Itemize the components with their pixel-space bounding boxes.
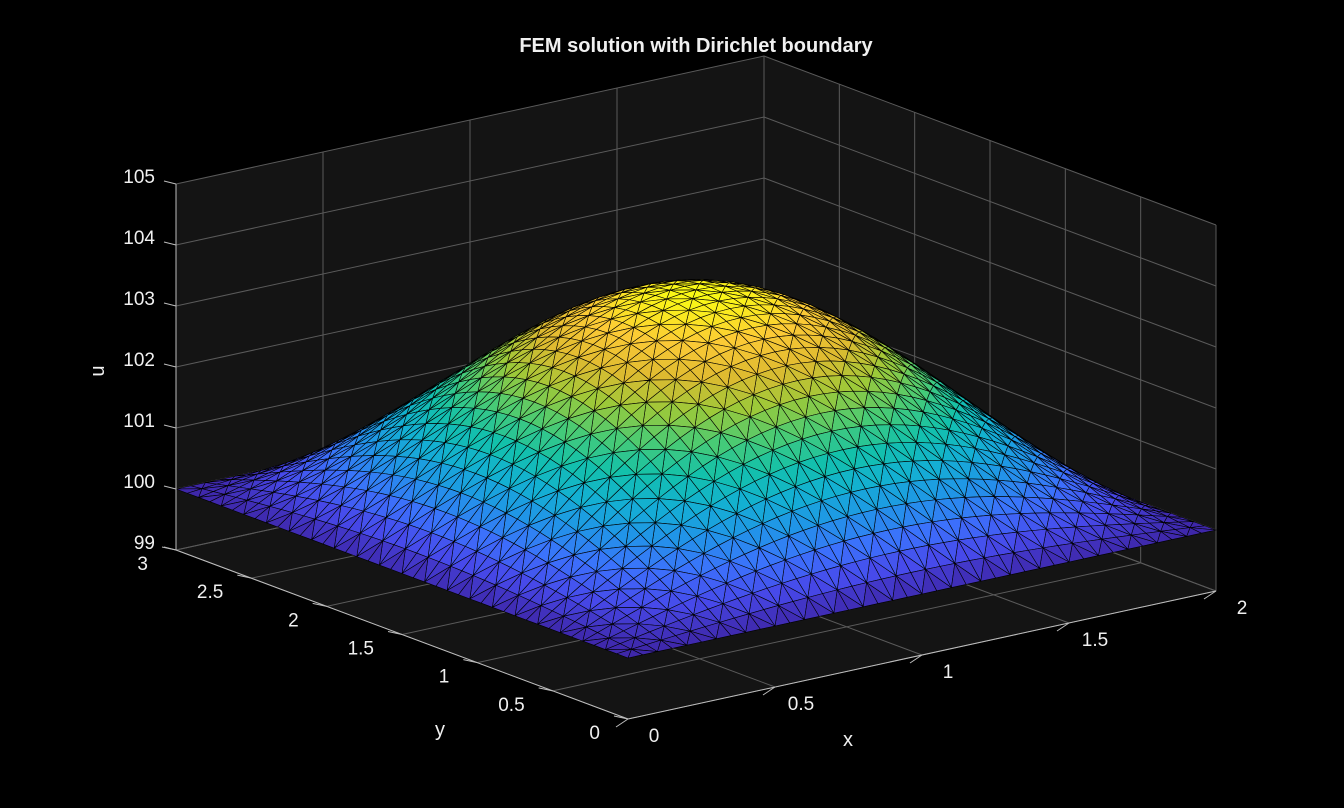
z-tick-label: 100 — [123, 472, 155, 493]
surface-mesh — [175, 279, 1217, 659]
axis-ticks: 0 0.5 1 1.5 2 0 0.5 1 1.5 2 2.5 399 100 101 102 103 104 1… — [123, 167, 1247, 747]
surface-facet — [458, 575, 474, 600]
y-tick-mark — [538, 687, 553, 692]
z-tick-label: 105 — [123, 167, 155, 188]
surface-facet — [951, 563, 967, 588]
surface-facet — [616, 648, 632, 659]
y-tick-mark — [387, 631, 403, 635]
x-tick-mark — [762, 686, 776, 696]
surface-facet — [209, 494, 225, 507]
grid-line-z — [175, 116, 765, 246]
z-tick-mark — [163, 546, 177, 551]
surface-facet — [254, 506, 271, 524]
z-tick-mark — [163, 241, 177, 246]
z-tick-mark — [163, 180, 177, 185]
z-tick-label: 99 — [134, 533, 155, 554]
y-tick-label: 2.5 — [197, 582, 223, 603]
y-tick-mark — [237, 574, 252, 579]
y-tick-label: 3 — [137, 554, 148, 575]
z-tick-mark — [163, 424, 177, 429]
y-tick-label: 1 — [439, 667, 450, 688]
surface-facet — [921, 569, 938, 595]
grid-line-z — [763, 116, 1217, 287]
grid-line-y — [552, 562, 1141, 692]
surface-facet — [804, 597, 820, 620]
y-tick-mark — [613, 715, 629, 720]
chart-title: FEM solution with Dirichlet boundary — [519, 35, 873, 57]
z-tick-mark — [163, 363, 177, 368]
z-tick-label: 104 — [123, 228, 155, 249]
grid-line-z — [763, 55, 1217, 226]
grid-line-z — [175, 177, 765, 307]
x-tick-mark — [615, 718, 629, 728]
z-tick-label: 101 — [123, 411, 155, 432]
surface-facet — [548, 615, 564, 633]
z-tick-mark — [163, 485, 177, 490]
grid-line-z — [175, 55, 765, 185]
grid-line-z — [763, 177, 1217, 348]
surface-facet — [862, 582, 879, 608]
surface-facet — [412, 557, 429, 583]
grid-line-z — [763, 238, 1217, 409]
z-tick-label: 102 — [123, 350, 155, 371]
y-tick-label: 0.5 — [498, 695, 524, 716]
z-tick-mark — [163, 302, 177, 307]
surface-facet — [503, 594, 519, 617]
x-tick-label: 2 — [1237, 598, 1248, 619]
surface-facet — [525, 605, 542, 625]
x-tick-label: 0 — [649, 726, 660, 747]
surface-facet — [345, 532, 361, 557]
x-tick-label: 1 — [943, 662, 954, 683]
z-axis-label: u — [87, 365, 109, 376]
surface-facet — [390, 548, 406, 574]
grid-line-z — [175, 238, 765, 368]
y-axis-label: y — [435, 719, 445, 741]
surface-facet — [435, 565, 451, 591]
x-tick-mark — [1056, 622, 1070, 632]
x-tick-label: 0.5 — [788, 694, 814, 715]
x-tick-label: 1.5 — [1082, 630, 1108, 651]
surface-facet — [593, 637, 610, 650]
surface-facet — [187, 488, 203, 498]
x-tick-mark — [1203, 590, 1217, 600]
surface-facet — [322, 525, 338, 549]
surface-facet — [980, 557, 996, 582]
surface-facet — [715, 622, 732, 640]
y-tick-mark — [463, 659, 478, 664]
y-tick-label: 0 — [589, 723, 600, 744]
z-tick-label: 103 — [123, 289, 155, 310]
x-tick-mark — [909, 654, 923, 664]
y-tick-mark — [312, 602, 327, 607]
surface-facet — [367, 540, 384, 566]
y-tick-label: 1.5 — [348, 639, 374, 660]
y-tick-label: 2 — [288, 610, 299, 631]
x-axis-label: x — [843, 729, 853, 751]
surface-facet — [892, 575, 908, 601]
surface-facet — [299, 518, 316, 541]
